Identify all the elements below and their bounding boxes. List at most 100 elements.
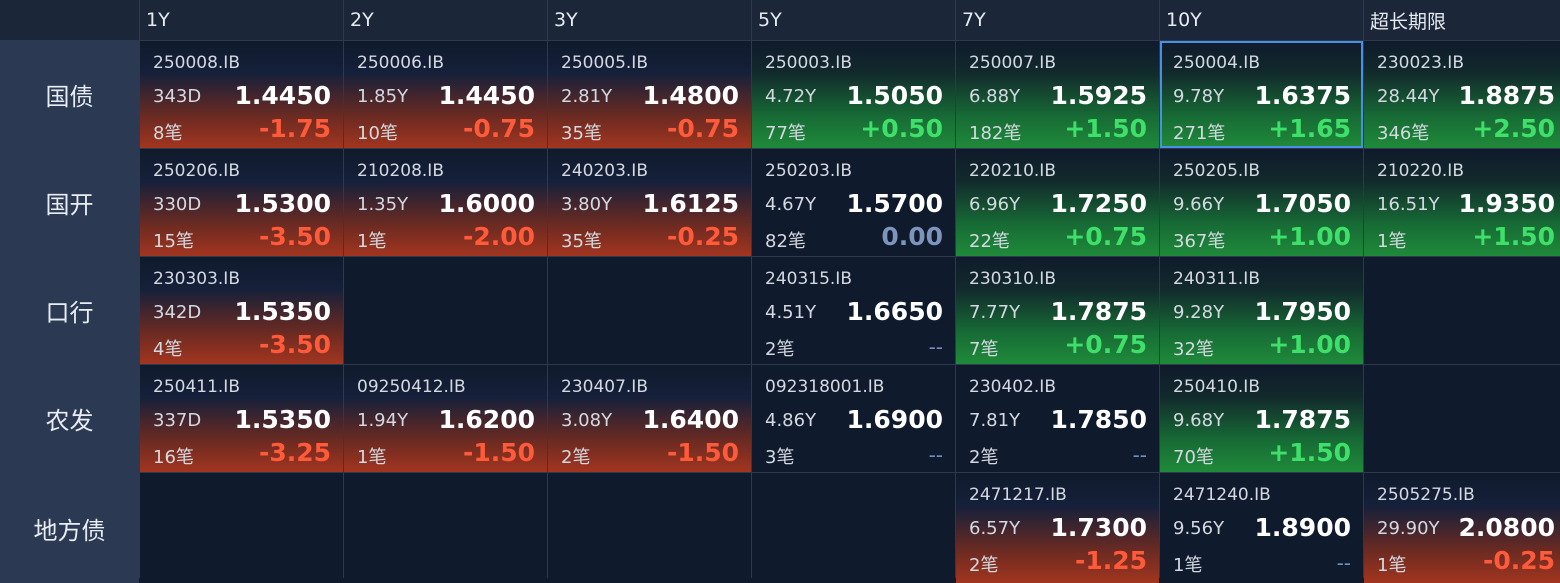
bond-code: 250206.IB [153, 161, 240, 181]
quote-cell[interactable]: 250005.IB 2.81Y 1.4800 35笔 -0.75 [548, 41, 751, 148]
quote-cell[interactable]: 092318001.IB 4.86Y 1.6900 3笔 -- [752, 365, 955, 472]
row-header[interactable]: 口行 [0, 257, 139, 364]
quote-cell[interactable]: 250203.IB 4.67Y 1.5700 82笔 0.00 [752, 149, 955, 256]
yield-value: 1.6650 [846, 297, 943, 326]
bond-code: 240315.IB [765, 269, 852, 289]
remaining-tenor: 3.80Y [561, 194, 613, 215]
yield-change: +1.50 [1268, 438, 1351, 467]
column-header-10y[interactable]: 10Y [1160, 0, 1363, 40]
quote-cell[interactable]: 250205.IB 9.66Y 1.7050 367笔 +1.00 [1160, 149, 1363, 256]
quote-cell[interactable]: 250008.IB 343D 1.4450 8笔 -1.75 [140, 41, 343, 148]
yield-change: -- [928, 443, 943, 467]
trade-count: 35笔 [561, 231, 602, 252]
trade-count: 77笔 [765, 123, 806, 144]
row-header[interactable]: 国开 [0, 149, 139, 256]
remaining-tenor: 6.96Y [969, 194, 1021, 215]
yield-change: -2.00 [462, 222, 535, 251]
yield-value: 1.6400 [642, 405, 739, 434]
empty-quote-cell [140, 473, 343, 583]
trade-count: 7笔 [969, 339, 999, 360]
trade-count: 271笔 [1173, 123, 1226, 144]
quote-cell[interactable]: 2505275.IB 29.90Y 2.0800 1笔 -0.25 [1364, 473, 1560, 583]
bond-code: 230310.IB [969, 269, 1056, 289]
bond-code: 250004.IB [1173, 53, 1260, 73]
yield-change: -0.75 [462, 114, 535, 143]
yield-value: 1.5700 [846, 189, 943, 218]
quote-cell[interactable]: 230303.IB 342D 1.5350 4笔 -3.50 [140, 257, 343, 364]
column-header-2y[interactable]: 2Y [344, 0, 547, 40]
trade-count: 8笔 [153, 123, 183, 144]
remaining-tenor: 9.68Y [1173, 410, 1225, 431]
remaining-tenor: 4.86Y [765, 410, 817, 431]
bond-code: 250410.IB [1173, 377, 1260, 397]
quote-cell[interactable]: 250410.IB 9.68Y 1.7875 70笔 +1.50 [1160, 365, 1363, 472]
quote-cell[interactable]: 250003.IB 4.72Y 1.5050 77笔 +0.50 [752, 41, 955, 148]
bond-code: 250205.IB [1173, 161, 1260, 181]
empty-quote-cell [344, 473, 547, 583]
quote-cell[interactable]: 220210.IB 6.96Y 1.7250 22笔 +0.75 [956, 149, 1159, 256]
yield-change: +1.00 [1268, 222, 1351, 251]
trade-count: 3笔 [765, 447, 795, 468]
bond-code: 210220.IB [1377, 161, 1464, 181]
bond-code: 230303.IB [153, 269, 240, 289]
quote-cell[interactable]: 240203.IB 3.80Y 1.6125 35笔 -0.25 [548, 149, 751, 256]
trade-count: 2笔 [765, 339, 795, 360]
quote-cell[interactable]: 230023.IB 28.44Y 1.8875 346笔 +2.50 [1364, 41, 1560, 148]
yield-change: -0.25 [1482, 546, 1555, 575]
row-header[interactable]: 农发 [0, 365, 139, 472]
yield-value: 1.7300 [1050, 513, 1147, 542]
quote-cell[interactable]: 240315.IB 4.51Y 1.6650 2笔 -- [752, 257, 955, 364]
trade-count: 1笔 [1377, 231, 1407, 252]
remaining-tenor: 9.56Y [1173, 518, 1225, 539]
quote-cell[interactable]: 210208.IB 1.35Y 1.6000 1笔 -2.00 [344, 149, 547, 256]
yield-value: 1.5925 [1050, 81, 1147, 110]
empty-quote-cell [548, 473, 751, 583]
column-header-超长期限[interactable]: 超长期限 [1364, 0, 1560, 40]
remaining-tenor: 7.81Y [969, 410, 1021, 431]
column-header-1y[interactable]: 1Y [140, 0, 343, 40]
remaining-tenor: 28.44Y [1377, 86, 1440, 107]
bond-code: 250006.IB [357, 53, 444, 73]
quote-cell[interactable]: 250206.IB 330D 1.5300 15笔 -3.50 [140, 149, 343, 256]
remaining-tenor: 1.85Y [357, 86, 409, 107]
yield-change: +2.50 [1472, 114, 1555, 143]
quote-cell[interactable]: 250411.IB 337D 1.5350 16笔 -3.25 [140, 365, 343, 472]
yield-change: -- [928, 335, 943, 359]
yield-value: 1.4800 [642, 81, 739, 110]
yield-change: -0.25 [666, 222, 739, 251]
quote-cell[interactable]: 240311.IB 9.28Y 1.7950 32笔 +1.00 [1160, 257, 1363, 364]
quote-cell[interactable]: 09250412.IB 1.94Y 1.6200 1笔 -1.50 [344, 365, 547, 472]
quote-cell[interactable]: 210220.IB 16.51Y 1.9350 1笔 +1.50 [1364, 149, 1560, 256]
yield-change: -- [1336, 551, 1351, 575]
trade-count: 10笔 [357, 123, 398, 144]
remaining-tenor: 4.67Y [765, 194, 817, 215]
remaining-tenor: 330D [153, 194, 202, 215]
quote-cell[interactable]: 250006.IB 1.85Y 1.4450 10笔 -0.75 [344, 41, 547, 148]
remaining-tenor: 16.51Y [1377, 194, 1440, 215]
row-header[interactable]: 地方债 [0, 473, 139, 583]
trade-count: 367笔 [1173, 231, 1226, 252]
quote-cell[interactable]: 230402.IB 7.81Y 1.7850 2笔 -- [956, 365, 1159, 472]
bond-code: 250003.IB [765, 53, 852, 73]
yield-change: +0.75 [1064, 222, 1147, 251]
quote-cell[interactable]: 250007.IB 6.88Y 1.5925 182笔 +1.50 [956, 41, 1159, 148]
bond-code: 210208.IB [357, 161, 444, 181]
yield-change: +1.00 [1268, 330, 1351, 359]
quote-cell[interactable]: 2471217.IB 6.57Y 1.7300 2笔 -1.25 [956, 473, 1159, 583]
row-header[interactable]: 国债 [0, 41, 139, 148]
column-header-5y[interactable]: 5Y [752, 0, 955, 40]
column-header-7y[interactable]: 7Y [956, 0, 1159, 40]
yield-value: 1.5350 [234, 297, 331, 326]
quote-cell[interactable]: 230310.IB 7.77Y 1.7875 7笔 +0.75 [956, 257, 1159, 364]
bond-code: 092318001.IB [765, 377, 885, 397]
quote-cell[interactable]: 2471240.IB 9.56Y 1.8900 1笔 -- [1160, 473, 1363, 583]
empty-quote-cell [752, 473, 955, 583]
remaining-tenor: 4.51Y [765, 302, 817, 323]
bond-code: 230407.IB [561, 377, 648, 397]
column-header-3y[interactable]: 3Y [548, 0, 751, 40]
trade-count: 1笔 [357, 447, 387, 468]
quote-cell[interactable]: 250004.IB 9.78Y 1.6375 271笔 +1.65 [1160, 41, 1363, 148]
quote-cell[interactable]: 230407.IB 3.08Y 1.6400 2笔 -1.50 [548, 365, 751, 472]
yield-change: +1.50 [1064, 114, 1147, 143]
